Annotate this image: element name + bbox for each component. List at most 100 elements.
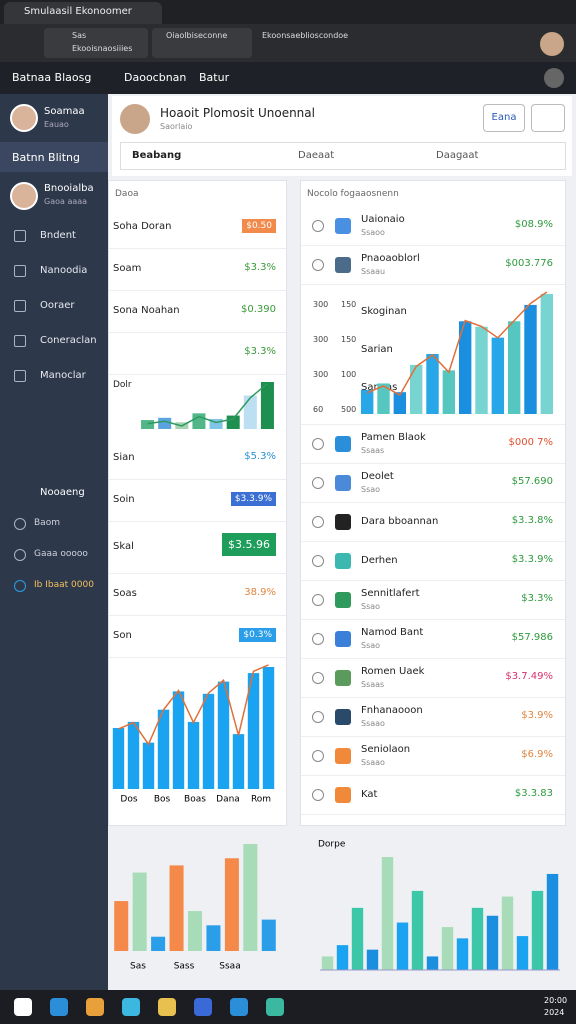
item-name: Deolet [361,470,394,482]
divider [301,775,565,776]
bar [441,927,454,970]
item-value: $3.7.49% [505,670,553,682]
radio[interactable] [312,788,324,801]
tab[interactable]: Daagaat [436,150,479,161]
radio[interactable] [312,671,324,684]
avatar[interactable] [540,32,564,56]
tab[interactable]: Beabang [132,150,182,161]
button[interactable]: Eana [483,104,525,132]
trend-line [366,291,548,397]
row-label: Soin [113,494,135,505]
tab-title: Smulaasil Ekonoomer [24,6,132,17]
divider [109,248,286,249]
bar [206,925,221,951]
radio[interactable] [312,593,324,606]
bar [396,922,409,970]
bar [475,326,488,414]
row-value: $3.3% [244,262,276,273]
row-value: $5.3% [244,451,276,462]
radio[interactable] [312,515,324,528]
item-value: $000 7% [508,436,554,448]
nav-link[interactable]: Daoocbnan [124,71,187,84]
tab[interactable]: Daeaat [298,150,335,161]
taskbar-icon[interactable] [230,998,248,1016]
bar [157,709,170,789]
divider [301,502,565,503]
bar [172,691,185,789]
bar [426,354,439,414]
item-name: Kat [361,788,378,800]
menu-item[interactable]: Bndent [40,230,76,241]
taskbar-icon[interactable] [194,998,212,1016]
row-value[interactable]: $3.5.96 [222,533,276,556]
taskbar-icon[interactable] [50,998,68,1016]
radio[interactable] [312,710,324,723]
avatar [10,104,38,132]
icon-button[interactable] [531,104,565,132]
item-name: Derhen [361,554,398,566]
divider [301,814,565,815]
divider [109,290,286,291]
radio[interactable] [312,219,324,232]
item-sub: Ssaas [361,679,385,689]
radio[interactable] [312,437,324,450]
address-text: Ekooisnaosiiies [72,44,133,53]
item-icon [335,786,351,803]
menu-item[interactable]: Manoclar [40,370,86,381]
profile-name: Soamaa [44,106,85,117]
axis-label: 60 [313,405,324,414]
sidebar [0,94,108,990]
taskbar-icon[interactable] [158,998,176,1016]
tab-title: Ekoonsaeblioscondoe [262,31,349,40]
divider [109,479,286,480]
right-panel: Nocolo fogaaosnenn Uaionaio Ssaoo $08.9% Pna… [300,180,566,826]
item-value: $3.3% [521,592,553,604]
nav-link[interactable]: Batur [199,71,230,84]
menu-item[interactable]: Nanoodia [40,265,88,276]
bar [141,420,155,429]
divider [301,697,565,698]
x-label: Rom [251,795,271,805]
tab[interactable] [44,28,148,58]
axis-label: 150 [341,300,357,309]
radio[interactable] [312,749,324,762]
divider [301,736,565,737]
trend-line [118,664,269,746]
menu-item[interactable]: Coneraclan [40,335,97,346]
radio[interactable] [312,476,324,489]
left-panel: Daoa Soha Doran $0.50 Soam $3.3% Sona Noahan $… [108,180,287,826]
app-header [0,62,576,94]
axis-label: 100 [341,370,357,379]
row-label: Sona Noahan [113,305,180,316]
radio[interactable] [312,554,324,567]
menu-item[interactable]: Baom [34,518,60,528]
menu-icon [14,370,26,382]
taskbar-icon[interactable] [122,998,140,1016]
item-icon [335,256,351,273]
clock: 20:00 [544,996,568,1005]
item-name: Romen Uaek [361,665,425,677]
menu-item[interactable]: Ib Ibaat 0000 [34,580,94,590]
divider [301,424,565,425]
taskbar-icon[interactable] [266,998,284,1016]
row-label: Son [113,630,132,641]
x-label: Ssaa [219,962,240,972]
menu-item[interactable]: Gaaa ooooo [34,549,88,559]
panel-title: Nocolo fogaaosnenn [307,189,399,199]
taskbar-icon[interactable] [14,998,32,1016]
bar [169,865,184,951]
menu-item[interactable]: Ooraer [40,300,75,311]
divider [301,658,565,659]
chart-label: Skoginan [361,306,407,317]
taskbar-icon[interactable] [86,998,104,1016]
tab[interactable] [152,28,252,58]
tab[interactable] [4,2,162,24]
bar [491,337,505,414]
item-sub: Ssao [361,601,381,611]
bar [458,321,472,414]
avatar[interactable] [544,68,564,88]
bar [151,936,166,951]
radio[interactable] [312,632,324,645]
menu-icon [14,549,26,561]
radio[interactable] [312,258,324,271]
